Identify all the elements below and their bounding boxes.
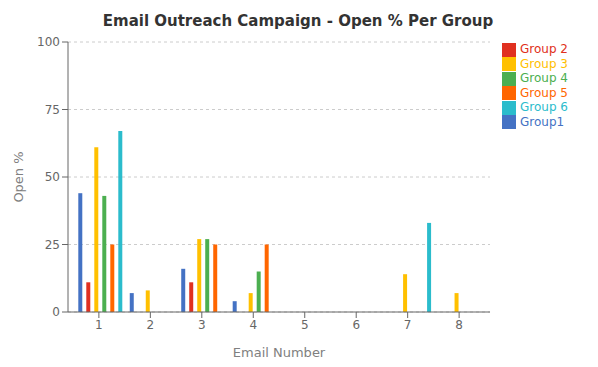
svg-text:50: 50 [45, 170, 60, 184]
svg-text:6: 6 [352, 318, 360, 332]
html-text:Group 2: Group 2 [520, 42, 568, 56]
svg-text:5: 5 [301, 318, 309, 332]
html-text:Group1: Group1 [520, 114, 565, 129]
svg-text:Open %: Open % [11, 151, 26, 202]
html-text:Group 5: Group 5 [520, 85, 568, 100]
svg-text:Email Number: Email Number [233, 345, 326, 357]
svg-text:1: 1 [95, 318, 103, 332]
html-text:Email Outreach Campaign - Open: Email Outreach Campaign - Open % Per Gro… [102, 12, 494, 30]
html-text:Group 6: Group 6 [520, 100, 568, 114]
svg-text:100: 100 [37, 35, 60, 49]
svg-text:25: 25 [45, 238, 60, 252]
svg-text:7: 7 [404, 318, 412, 332]
html-text:Group 3: Group 3 [520, 56, 568, 71]
svg-text:75: 75 [45, 103, 60, 117]
svg-text:3: 3 [198, 318, 206, 332]
html-text:Group 4: Group 4 [520, 71, 568, 85]
svg-text:0: 0 [52, 305, 60, 319]
svg-text:2: 2 [147, 318, 155, 332]
svg-text:8: 8 [455, 318, 463, 332]
svg-text:4: 4 [249, 318, 257, 332]
